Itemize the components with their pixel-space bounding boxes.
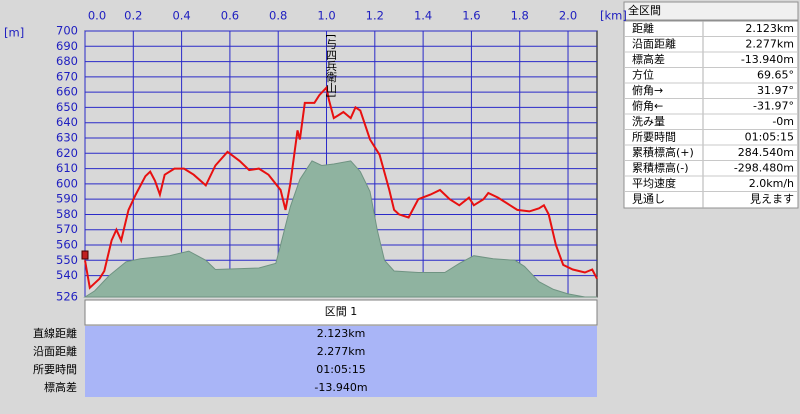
y-tick-label: 526 bbox=[56, 290, 78, 304]
summary-row-value: 見えます bbox=[750, 193, 794, 206]
section-row-value: -13.940m bbox=[314, 381, 367, 394]
y-tick-label: 600 bbox=[56, 176, 78, 190]
summary-row-label: 平均速度 bbox=[632, 176, 676, 190]
y-tick-label: 700 bbox=[56, 24, 78, 38]
summary-row-value: 2.0km/h bbox=[749, 177, 794, 190]
section-row-value: 01:05:15 bbox=[316, 363, 365, 376]
summary-row-label: 累積標高(-) bbox=[632, 161, 689, 175]
elevation-line bbox=[84, 85, 598, 290]
summary-row-value: 69.65° bbox=[757, 69, 794, 82]
summary-row-value: 2.277km bbox=[745, 38, 794, 51]
summary-row-label: 俯角→ bbox=[632, 83, 663, 97]
y-tick-label: 540 bbox=[56, 268, 78, 282]
section-header-box bbox=[84, 299, 598, 326]
summary-row-label: 俯角← bbox=[632, 99, 663, 113]
y-tick-label: 610 bbox=[56, 161, 78, 175]
section-row-value: 2.123km bbox=[317, 327, 366, 340]
summary-row-value: 2.123km bbox=[745, 22, 794, 35]
y-tick-label: 570 bbox=[56, 222, 78, 236]
summary-row-label: 沿面距離 bbox=[632, 37, 676, 51]
summary-row-label: 所要時間 bbox=[632, 131, 676, 144]
y-tick-label: 640 bbox=[56, 115, 78, 129]
y-tick-label: 550 bbox=[56, 253, 78, 267]
y-tick-label: 690 bbox=[56, 39, 78, 53]
y-tick-label: 580 bbox=[56, 207, 78, 221]
section-row-label: 直線距離 bbox=[33, 326, 77, 340]
summary-row-label: 標高差 bbox=[632, 52, 665, 66]
summary-row-label: 距離 bbox=[632, 21, 654, 35]
summary-row-value: -13.940m bbox=[741, 53, 794, 66]
x-unit: [km] bbox=[600, 9, 627, 23]
section-row-value: 2.277km bbox=[317, 345, 366, 358]
x-tick-label: 1.4 bbox=[414, 9, 432, 23]
x-tick-label: 0.0 bbox=[88, 9, 106, 23]
x-tick-label: 0.2 bbox=[124, 9, 142, 23]
summary-row-label: 洗み量 bbox=[632, 115, 665, 128]
section-body bbox=[85, 326, 597, 397]
summary-title: 全区間 bbox=[628, 3, 661, 17]
summary-row-label: 方位 bbox=[632, 68, 654, 82]
x-tick-label: 1.2 bbox=[366, 9, 384, 23]
summary-row-value: 31.97° bbox=[757, 84, 794, 97]
peak-label: [与四兵衛山] bbox=[325, 34, 338, 98]
start-marker bbox=[81, 250, 89, 260]
x-tick-label: 0.8 bbox=[269, 9, 287, 23]
section-row-label: 標高差 bbox=[44, 380, 77, 394]
x-tick-label: 1.0 bbox=[317, 9, 335, 23]
x-tick-label: 0.6 bbox=[221, 9, 239, 23]
summary-row-value: -0m bbox=[772, 115, 794, 128]
summary-title-box bbox=[623, 1, 799, 21]
y-tick-label: 620 bbox=[56, 146, 78, 160]
summary-row-label: 累積標高(+) bbox=[632, 145, 694, 159]
y-tick-label: 670 bbox=[56, 69, 78, 83]
section-row-label: 所要時間 bbox=[33, 363, 77, 376]
y-tick-label: 650 bbox=[56, 100, 78, 114]
x-tick-label: 1.6 bbox=[462, 9, 480, 23]
summary-row-value: -31.97° bbox=[753, 100, 794, 113]
section-title: 区間 1 bbox=[325, 305, 358, 318]
x-tick-label: 0.4 bbox=[172, 9, 190, 23]
summary-row-value: 01:05:15 bbox=[745, 131, 794, 144]
x-tick-label: 2.0 bbox=[559, 9, 577, 23]
section-row-label: 沿面距離 bbox=[33, 344, 77, 358]
x-tick-label: 1.8 bbox=[511, 9, 529, 23]
y-tick-label: 660 bbox=[56, 85, 78, 99]
y-unit: [m] bbox=[4, 26, 24, 40]
y-tick-label: 590 bbox=[56, 192, 78, 206]
y-tick-label: 560 bbox=[56, 238, 78, 252]
summary-row-label: 見通し bbox=[632, 193, 665, 206]
y-tick-label: 630 bbox=[56, 131, 78, 145]
terrain-area bbox=[83, 160, 597, 298]
summary-row-value: -298.480m bbox=[734, 162, 794, 175]
y-tick-label: 680 bbox=[56, 54, 78, 68]
summary-row-value: 284.540m bbox=[738, 146, 794, 159]
